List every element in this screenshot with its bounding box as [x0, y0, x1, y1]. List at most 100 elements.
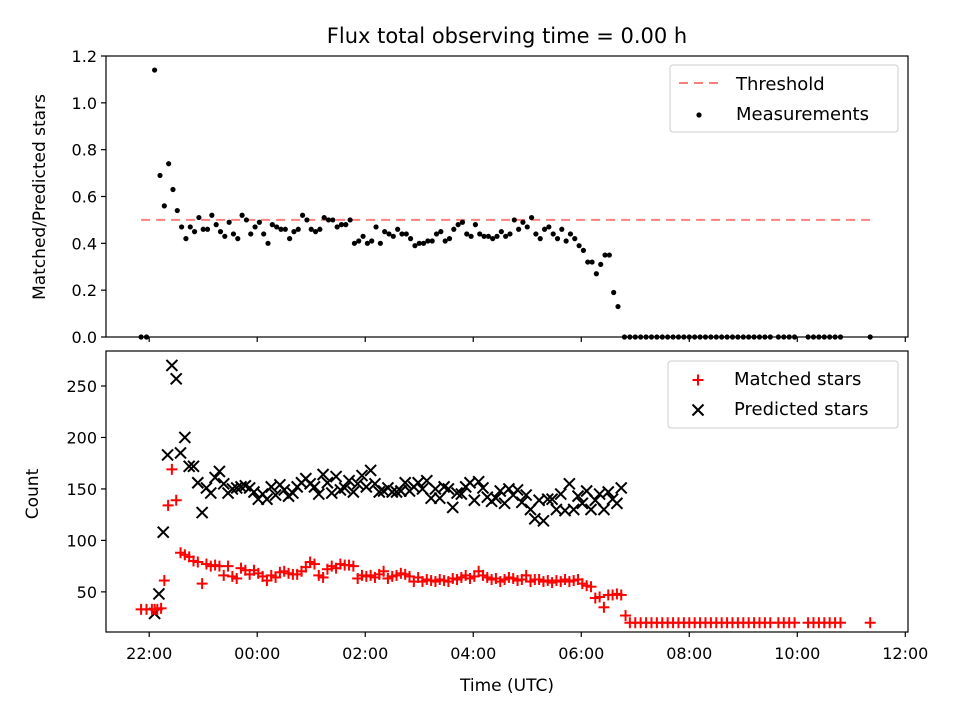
measurement-point [598, 261, 604, 268]
predicted-star-marker [208, 471, 222, 484]
measurement-point [554, 236, 561, 242]
measurement-point [468, 233, 474, 239]
measurement-point [377, 240, 383, 246]
matched-star-marker [166, 463, 178, 475]
measurement-point [433, 231, 440, 237]
legend-predicted-label: Predicted stars [734, 399, 868, 420]
measurement-point [364, 240, 370, 246]
matched-star-marker [615, 589, 627, 601]
matched-star-marker [594, 591, 606, 603]
measurement-point [274, 224, 280, 230]
legend-threshold-label: Threshold [735, 74, 825, 95]
legend-matched-label: Matched stars [734, 369, 861, 390]
predicted-star-marker [571, 489, 585, 503]
predicted-star-marker [545, 493, 559, 506]
measurement-point [516, 226, 522, 232]
predicted-star-marker [217, 477, 230, 490]
matched-star-marker [308, 558, 320, 570]
measurement-point [576, 243, 582, 249]
measurement-point [585, 259, 591, 265]
bottom-y-ticks: 50 100 150 200 250 [66, 377, 106, 602]
measurement-point [295, 226, 301, 232]
matched-star-marker [218, 569, 230, 581]
measurement-point [477, 231, 483, 237]
measurement-point [528, 214, 535, 221]
x-tick-label: 02:00 [342, 644, 388, 663]
predicted-star-marker [286, 486, 300, 500]
top-y-ticks: 0.0 0.2 0.4 0.6 0.8 1.0 1.2 [72, 47, 106, 347]
predicted-star-marker [342, 474, 356, 487]
predicted-star-marker [554, 487, 567, 501]
measurement-point [524, 224, 530, 230]
matched-star-marker [378, 565, 390, 577]
predicted-star-marker [182, 460, 196, 473]
matched-star-marker [520, 569, 532, 581]
measurement-point [343, 222, 349, 228]
predicted-star-marker [455, 487, 468, 501]
legend-measurements-swatch [696, 112, 702, 118]
measurement-point [360, 233, 366, 239]
predicted-star-marker [576, 497, 589, 510]
matched-star-marker [158, 575, 170, 587]
measurement-point [390, 233, 396, 239]
measurement-point [559, 226, 565, 232]
measurement-point [485, 233, 491, 239]
measurement-point [541, 226, 548, 232]
measurement-point [356, 238, 362, 244]
predicted-star-marker [170, 372, 183, 385]
measurement-point [157, 172, 163, 179]
bottom-panel: 50 100 150 200 250 22:00 00:00 02:00 04:00 06:00… [23, 350, 928, 696]
measurement-point [464, 231, 470, 237]
predicted-star-marker [446, 501, 459, 514]
measurement-point [166, 161, 172, 167]
bottom-axes-frame [105, 350, 909, 633]
measurement-point [395, 226, 401, 232]
measurement-point [334, 224, 340, 230]
predicted-star-marker [312, 487, 325, 501]
predicted-star-marker [204, 486, 217, 500]
top-y-tick-label: 1.0 [72, 94, 97, 113]
measurement-point [330, 217, 336, 223]
predicted-star-marker [489, 491, 503, 505]
measurement-point [252, 224, 258, 230]
measurement-point [187, 224, 193, 230]
x-tick-label: 08:00 [666, 644, 712, 663]
predicted-star-marker [360, 480, 373, 494]
predicted-star-marker [278, 483, 291, 497]
bottom-y-axis-label: Count [23, 468, 43, 519]
measurement-point [351, 240, 358, 246]
measurement-point [572, 236, 578, 242]
x-tick-label: 06:00 [558, 644, 604, 663]
measurement-point [373, 224, 379, 230]
measurement-point [580, 247, 587, 253]
measurement-point [278, 226, 284, 232]
measurement-point [261, 231, 267, 237]
predicted-star-marker [373, 485, 386, 499]
predicted-star-marker [537, 514, 550, 528]
top-y-tick-label: 0.8 [72, 141, 97, 160]
top-y-tick-label: 0.0 [72, 328, 97, 347]
bottom-y-tick-label: 250 [66, 377, 97, 396]
measurement-point [438, 229, 444, 235]
measurement-point [611, 289, 617, 296]
matched-star-marker [864, 617, 876, 629]
measurement-point [416, 240, 422, 246]
predicted-star-marker [321, 476, 334, 489]
measurement-point [412, 243, 418, 249]
measurement-point [299, 212, 306, 218]
measurement-point [269, 222, 275, 228]
matched-star-marker [162, 499, 174, 511]
x-axis-label: Time (UTC) [459, 676, 554, 696]
predicted-star-marker [563, 477, 576, 490]
measurement-point [287, 236, 293, 242]
measurement-point [200, 226, 206, 232]
measurement-point [191, 229, 198, 235]
predicted-star-marker [364, 464, 377, 477]
predicted-star-marker [610, 497, 624, 510]
matched-star-markers [135, 463, 876, 629]
measurement-point [152, 67, 158, 73]
matched-star-marker [196, 578, 208, 590]
bottom-x-ticks: 22:00 00:00 02:00 04:00 06:00 08:00 10:00 12:00 [126, 632, 928, 663]
top-panel: 0.0 0.2 0.4 0.6 0.8 1.0 1.2 Matched/Predicted … [30, 47, 909, 347]
